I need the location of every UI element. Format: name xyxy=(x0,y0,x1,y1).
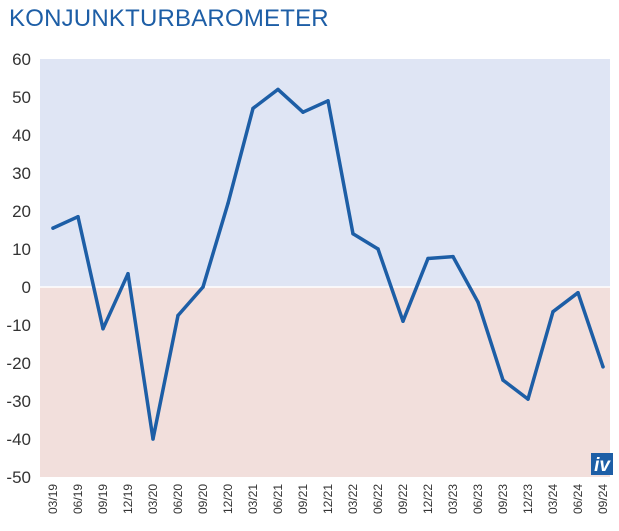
data-point xyxy=(376,247,380,251)
y-tick-label: -40 xyxy=(6,430,31,449)
y-tick-label: 60 xyxy=(12,50,31,69)
x-tick-label: 09/23 xyxy=(496,484,510,514)
x-tick-label: 12/23 xyxy=(521,484,535,514)
y-tick-label: 30 xyxy=(12,164,31,183)
logo: iv xyxy=(591,453,613,476)
data-point xyxy=(451,254,455,259)
data-point xyxy=(126,272,130,276)
y-tick-label: -30 xyxy=(6,392,31,411)
logo-background xyxy=(591,453,613,475)
data-point xyxy=(51,226,55,230)
y-tick-label: 10 xyxy=(12,240,31,259)
data-point xyxy=(226,201,230,206)
data-point xyxy=(76,215,80,219)
y-tick-label: 40 xyxy=(12,126,31,145)
data-point xyxy=(201,285,205,289)
y-tick-label: -10 xyxy=(6,316,31,335)
data-point xyxy=(351,232,355,236)
y-tick-label: -20 xyxy=(6,354,31,373)
data-point xyxy=(301,110,305,114)
x-tick-label: 12/21 xyxy=(321,484,335,514)
data-point xyxy=(601,365,605,369)
x-axis-ticks: 03/19 06/19 09/19 12/19 03/20 06/20 09/20 12/20… xyxy=(46,484,610,514)
x-tick-label: 03/21 xyxy=(246,484,260,514)
x-tick-label: 06/23 xyxy=(471,484,485,514)
data-points xyxy=(51,87,605,441)
x-tick-label: 03/24 xyxy=(546,484,560,514)
positive-region-background xyxy=(40,59,610,287)
x-tick-label: 03/23 xyxy=(446,484,460,514)
chart-title: KONJUNKTURBAROMETER xyxy=(9,5,329,32)
negative-region-background xyxy=(40,287,610,477)
data-point xyxy=(526,397,530,401)
x-tick-label: 06/19 xyxy=(71,484,85,514)
x-tick-label: 03/22 xyxy=(346,484,360,514)
x-tick-label: 12/20 xyxy=(221,484,235,514)
data-point xyxy=(276,87,280,92)
x-tick-label: 09/21 xyxy=(296,484,310,514)
y-tick-label: -50 xyxy=(6,468,31,487)
data-point xyxy=(251,106,255,111)
x-tick-label: 06/21 xyxy=(271,484,285,514)
data-point xyxy=(176,313,180,318)
data-point xyxy=(501,378,505,382)
y-tick-label: 0 xyxy=(22,278,31,297)
data-point xyxy=(551,310,555,314)
x-tick-label: 06/22 xyxy=(371,484,385,514)
logo-text: iv xyxy=(594,455,611,476)
y-tick-label: 50 xyxy=(12,88,31,107)
data-point xyxy=(426,256,430,261)
x-tick-label: 12/19 xyxy=(121,484,135,514)
x-tick-label: 09/19 xyxy=(96,484,110,514)
data-point xyxy=(151,437,155,441)
data-point xyxy=(326,99,330,103)
data-point xyxy=(401,319,405,323)
data-point xyxy=(476,300,480,304)
x-tick-label: 06/20 xyxy=(171,484,185,514)
x-tick-label: 09/24 xyxy=(596,484,610,514)
x-tick-label: 12/22 xyxy=(421,484,435,514)
y-axis-ticks: 60 50 40 30 20 10 0 -10 -20 -30 -40 -50 xyxy=(6,50,31,487)
x-tick-label: 06/24 xyxy=(571,484,585,514)
data-point xyxy=(101,327,105,331)
y-tick-label: 20 xyxy=(12,202,31,221)
x-tick-label: 03/19 xyxy=(46,484,60,514)
x-tick-label: 09/22 xyxy=(396,484,410,514)
x-tick-label: 03/20 xyxy=(146,484,160,514)
data-point xyxy=(576,291,580,295)
x-tick-label: 09/20 xyxy=(196,484,210,514)
